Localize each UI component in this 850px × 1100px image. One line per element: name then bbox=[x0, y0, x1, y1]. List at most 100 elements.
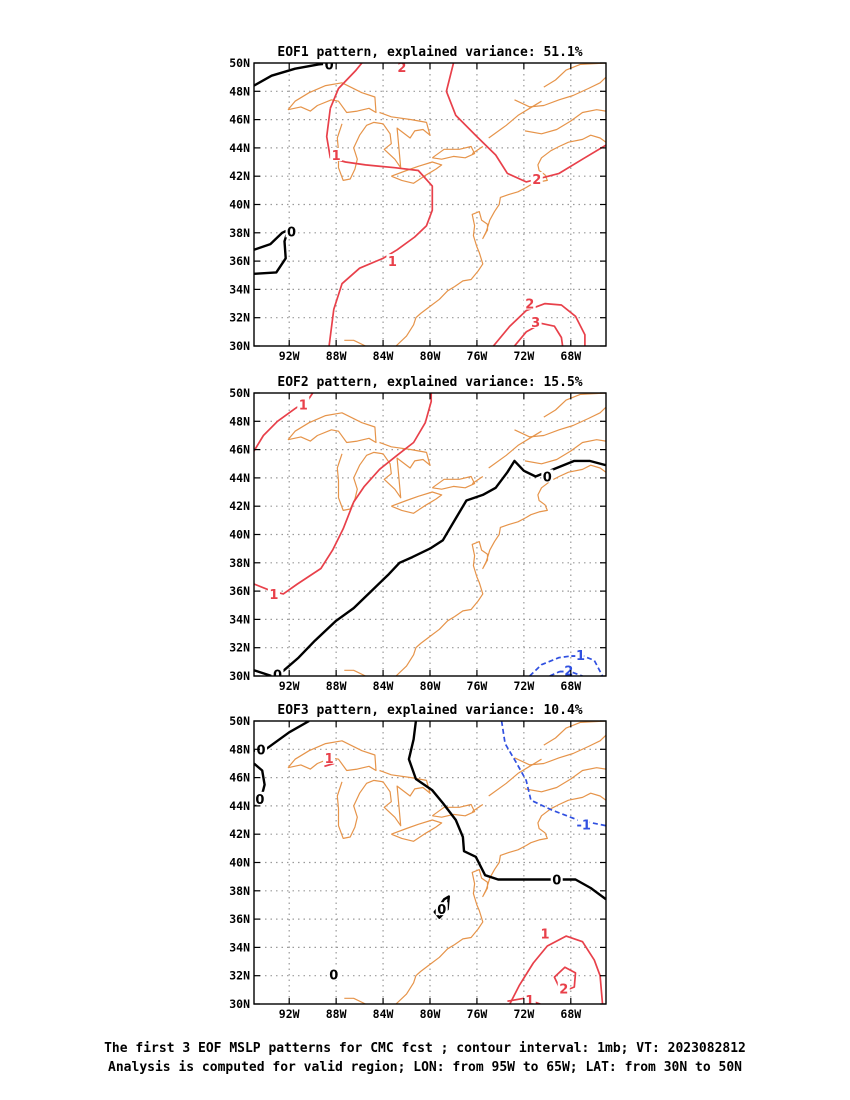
contour-label-bg bbox=[285, 224, 298, 238]
contour-lines: 0 0 1 1 -1-2 bbox=[254, 393, 606, 679]
x-tick-label: 80W bbox=[420, 349, 441, 363]
contour-label: 1 bbox=[525, 994, 534, 1009]
coastline bbox=[395, 134, 606, 346]
contour-label: 1 bbox=[388, 255, 397, 270]
contour-label-bg bbox=[577, 817, 590, 831]
grid-lines bbox=[254, 63, 606, 346]
y-tick-label: 32N bbox=[229, 969, 250, 983]
x-tick-label: 88W bbox=[326, 679, 347, 693]
y-tick-label: 46N bbox=[229, 443, 250, 457]
contour-label: 0 bbox=[437, 903, 446, 918]
contour-label-bg bbox=[538, 926, 551, 940]
y-tick-label: 38N bbox=[229, 556, 250, 570]
x-tick-label: 72W bbox=[513, 1007, 534, 1021]
coastline-map bbox=[287, 721, 606, 1004]
y-tick-label: 30N bbox=[229, 997, 250, 1011]
y-tick-label: 44N bbox=[229, 141, 250, 155]
contour-label: 3 bbox=[531, 316, 540, 331]
axes: 92W 88W 84W 80W 76W 72W 68W 30N 32N 34N 36N 38N 40N 4… bbox=[229, 56, 606, 363]
x-tick-label: 88W bbox=[326, 349, 347, 363]
coastline bbox=[488, 430, 542, 469]
contour-line-level-0 bbox=[254, 459, 606, 676]
coastline bbox=[431, 145, 476, 160]
contour-label: 1 bbox=[299, 398, 308, 413]
y-tick-label: 48N bbox=[229, 414, 250, 428]
x-tick-label: 84W bbox=[373, 679, 394, 693]
coastline bbox=[287, 82, 377, 114]
coastline bbox=[344, 669, 366, 676]
contour-label-bg bbox=[550, 872, 563, 886]
y-tick-label: 44N bbox=[229, 799, 250, 813]
coastline bbox=[395, 464, 606, 676]
contour-label-bg bbox=[255, 742, 268, 756]
y-tick-label: 34N bbox=[229, 940, 250, 954]
x-tick-label: 92W bbox=[279, 349, 300, 363]
contour-label-bg bbox=[435, 902, 448, 916]
contour-label: -1 bbox=[576, 818, 590, 833]
contour-label-bg bbox=[560, 663, 573, 676]
x-tick-label: 76W bbox=[467, 1007, 488, 1021]
contour-label: 0 bbox=[255, 793, 264, 808]
coastline bbox=[543, 721, 606, 746]
y-tick-label: 40N bbox=[229, 528, 250, 542]
contour-line-level-1 bbox=[325, 108, 434, 346]
y-tick-label: 40N bbox=[229, 198, 250, 212]
y-tick-label: 32N bbox=[229, 311, 250, 325]
contour-label-bg bbox=[530, 172, 543, 186]
y-tick-label: 48N bbox=[229, 84, 250, 98]
contour-line-level-1 bbox=[254, 393, 433, 595]
x-tick-label: 92W bbox=[279, 1007, 300, 1021]
contour-label-bg bbox=[523, 992, 536, 1004]
coastline bbox=[391, 491, 443, 514]
axes: 92W 88W 84W 80W 76W 72W 68W 30N 32N 34N 36N 38N 40N 4… bbox=[229, 714, 606, 1021]
x-tick-label: 76W bbox=[467, 349, 488, 363]
contour-line-level-0 bbox=[254, 228, 290, 275]
contour-label: 0 bbox=[257, 743, 266, 758]
coastline bbox=[391, 161, 443, 184]
coastline bbox=[287, 412, 377, 444]
contour-label: -2 bbox=[559, 664, 573, 679]
contour-label-bg bbox=[271, 667, 284, 676]
coastline bbox=[431, 803, 476, 818]
y-tick-label: 36N bbox=[229, 254, 250, 268]
contour-label: 2 bbox=[397, 61, 406, 76]
caption-line-2: Analysis is computed for valid region; L… bbox=[108, 1060, 742, 1075]
coastline bbox=[524, 109, 606, 135]
coastline bbox=[395, 792, 606, 1004]
contour-line-level-1 bbox=[509, 935, 604, 1004]
contour-label: 1 bbox=[332, 149, 341, 164]
contour-label-bg bbox=[267, 586, 280, 600]
contour-line-level--1 bbox=[500, 721, 606, 827]
contour-label-bg bbox=[557, 981, 570, 995]
y-tick-label: 30N bbox=[229, 669, 250, 683]
eof2-panel: EOF2 pattern, explained variance: 15.5% 0… bbox=[229, 375, 607, 693]
contour-label: 1 bbox=[325, 752, 334, 767]
contour-line-level-2 bbox=[492, 302, 586, 346]
coastline-map bbox=[287, 63, 606, 346]
contour-label-bg bbox=[327, 967, 340, 981]
x-tick-label: 72W bbox=[513, 349, 534, 363]
y-tick-label: 42N bbox=[229, 827, 250, 841]
y-tick-label: 32N bbox=[229, 641, 250, 655]
coastline bbox=[524, 767, 606, 793]
coastline bbox=[431, 475, 476, 490]
x-tick-label: 68W bbox=[560, 1007, 581, 1021]
x-tick-label: 68W bbox=[560, 349, 581, 363]
panel-title: EOF1 pattern, explained variance: 51.1% bbox=[277, 45, 582, 60]
coastline bbox=[336, 441, 431, 511]
contour-line-level--1 bbox=[529, 653, 604, 676]
coastline bbox=[287, 740, 377, 772]
contour-label-bg bbox=[386, 254, 399, 268]
contour-label: -1 bbox=[571, 649, 585, 664]
coastline bbox=[336, 111, 431, 181]
y-tick-label: 46N bbox=[229, 771, 250, 785]
contour-label-bg bbox=[529, 314, 542, 328]
contour-label: 0 bbox=[287, 225, 296, 240]
x-tick-label: 80W bbox=[420, 679, 441, 693]
y-tick-label: 34N bbox=[229, 612, 250, 626]
contour-label: 0 bbox=[325, 58, 334, 73]
coastline bbox=[391, 819, 443, 842]
eof3-panel: EOF3 pattern, explained variance: 10.4% 0… bbox=[229, 703, 607, 1021]
contour-line-level-0 bbox=[254, 63, 333, 87]
